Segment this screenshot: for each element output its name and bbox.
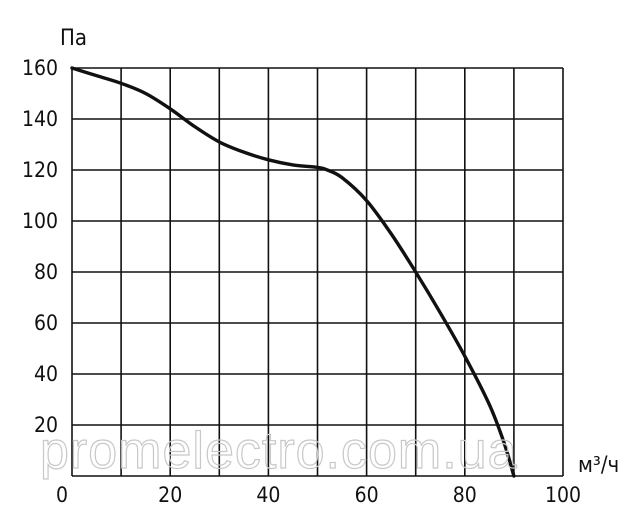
series-layer — [70, 66, 516, 478]
y-tick-label: 60 — [34, 311, 58, 335]
x-tick-label: 20 — [158, 483, 182, 507]
x-tick-label: 80 — [453, 483, 477, 507]
y-tick-label: 140 — [22, 107, 58, 131]
x-tick-label: 40 — [256, 483, 280, 507]
y-tick-label: 160 — [22, 56, 58, 80]
x-tick-label: 0 — [56, 483, 68, 507]
y-axis-ticks: 20 40 60 80 100 120 140 160 — [22, 56, 58, 437]
y-tick-label: 80 — [34, 260, 58, 284]
x-tick-label: 100 — [545, 483, 581, 507]
y-tick-label: 20 — [34, 413, 58, 437]
series-line — [70, 66, 516, 478]
watermark-text: promelectro.com.ua — [40, 422, 518, 480]
x-tick-label: 60 — [355, 483, 379, 507]
y-tick-label: 120 — [22, 158, 58, 182]
y-axis-label: Па — [60, 26, 87, 51]
y-tick-label: 40 — [34, 362, 58, 386]
x-axis-label: м³/ч — [578, 453, 619, 478]
x-axis-ticks: 0 20 40 60 80 100 — [56, 483, 581, 507]
y-tick-label: 100 — [22, 209, 58, 233]
chart-grid — [71, 67, 564, 477]
